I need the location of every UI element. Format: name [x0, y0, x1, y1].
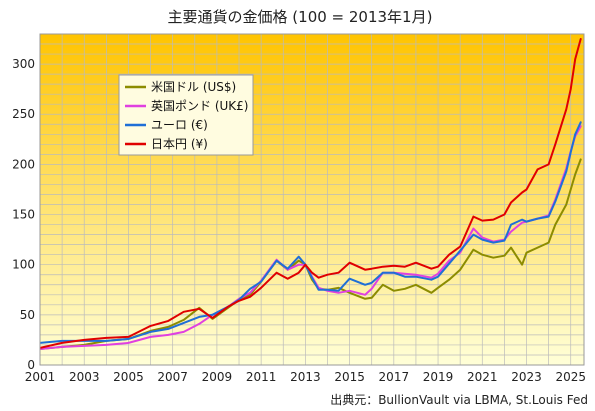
y-tick-label: 0 — [27, 358, 35, 372]
x-tick-label: 2015 — [334, 370, 365, 384]
y-axis-tick-labels: 0 50 100 150 200 250 300 — [12, 57, 35, 372]
x-tick-label: 2003 — [69, 370, 100, 384]
x-tick-label: 2001 — [25, 370, 56, 384]
x-tick-label: 2007 — [157, 370, 188, 384]
x-tick-label: 2011 — [246, 370, 277, 384]
legend-label-2: ユーロ (€) — [151, 118, 208, 132]
x-axis-tick-labels: 2001 2003 2005 2007 2009 2011 2013 2015 2017 2019… — [25, 370, 586, 384]
series-line-0 — [40, 158, 582, 350]
legend-label-3: 日本円 (¥) — [151, 137, 208, 151]
y-tick-label: 200 — [12, 157, 35, 171]
y-tick-label: 250 — [12, 107, 35, 121]
series-lines — [40, 38, 582, 350]
series-line-1 — [40, 125, 582, 350]
y-tick-label: 100 — [12, 258, 35, 272]
x-tick-label: 2017 — [379, 370, 410, 384]
source-note: 出典元：BullionVault via LBMA, St.Louis Fed — [330, 393, 588, 407]
legend-box — [118, 74, 254, 156]
legend-label-0: 米国ドル (US$) — [151, 80, 236, 94]
y-tick-label: 150 — [12, 208, 35, 222]
x-tick-label: 2025 — [555, 370, 586, 384]
x-tick-label: 2023 — [511, 370, 542, 384]
series-line-3 — [40, 38, 582, 349]
chart-title: 主要通貨の金価格 (100 = 2013年1月) — [168, 8, 433, 26]
x-tick-label: 2019 — [423, 370, 454, 384]
legend: 米国ドル (US$) 英国ポンド (UK£) ユーロ (€) 日本円 (¥) — [118, 74, 254, 156]
plot-frame — [39, 33, 585, 366]
y-tick-label: 300 — [12, 57, 35, 71]
x-tick-label: 2005 — [113, 370, 144, 384]
series-line-2 — [40, 121, 582, 344]
x-tick-label: 2009 — [202, 370, 233, 384]
x-tick-label: 2021 — [467, 370, 498, 384]
y-tick-label: 50 — [20, 308, 35, 322]
x-tick-label: 2013 — [290, 370, 321, 384]
legend-label-1: 英国ポンド (UK£) — [151, 99, 248, 113]
